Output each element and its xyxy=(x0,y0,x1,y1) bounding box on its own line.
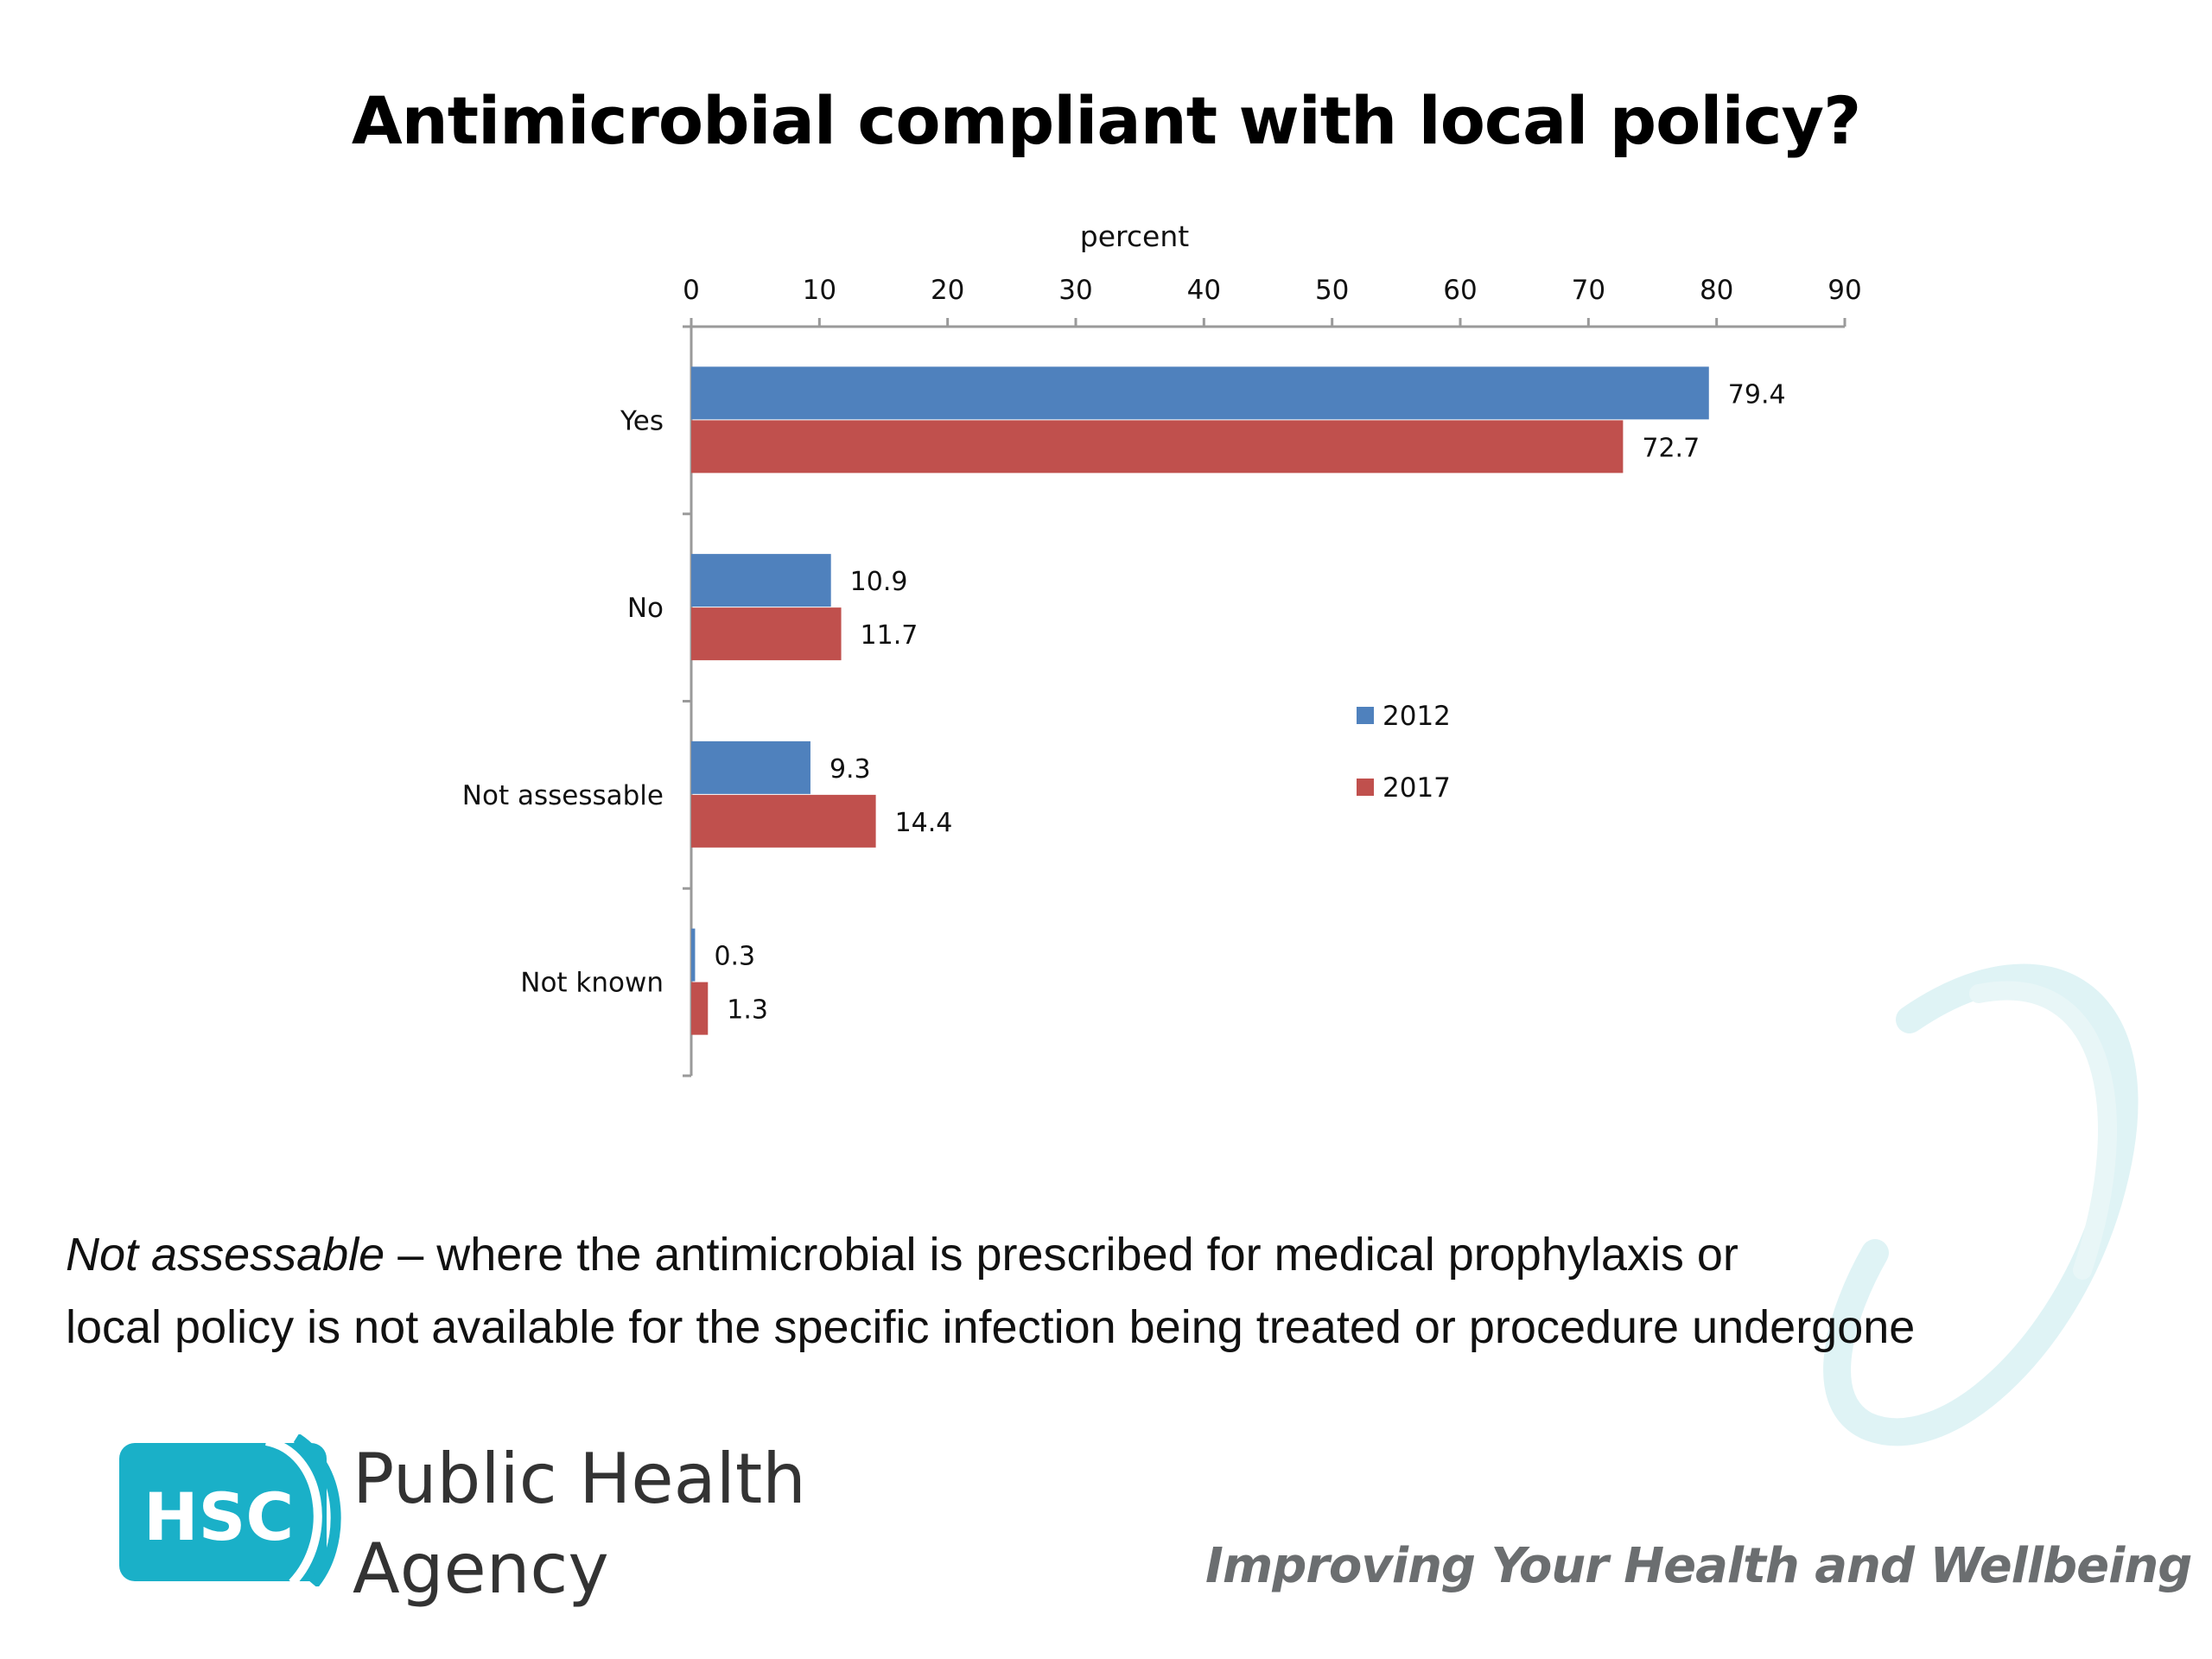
x-tick-label: 50 xyxy=(1315,275,1349,306)
category-label: No xyxy=(627,593,664,624)
hsc-logo-swoosh-outer xyxy=(293,1434,341,1586)
x-tick-label: 40 xyxy=(1187,275,1221,306)
x-tick-label: 10 xyxy=(803,275,836,306)
bar-2012 xyxy=(691,928,696,982)
x-axis-label: percent xyxy=(1080,219,1189,253)
org-name-line1: Public Health xyxy=(353,1439,806,1519)
hsc-logo-text: HSC xyxy=(143,1478,294,1555)
chart-title: Antimicrobial compliant with local polic… xyxy=(351,82,1861,159)
data-label: 9.3 xyxy=(830,754,871,785)
category-labels: Yes No Not assessable Not known xyxy=(462,405,664,998)
category-label: Not known xyxy=(520,968,664,999)
footnote-term: Not assessable xyxy=(66,1229,385,1281)
data-labels: 79.4 72.7 10.9 11.7 9.3 14.4 0.3 1.3 xyxy=(714,379,1785,1025)
category-label: Not assessable xyxy=(462,780,664,811)
bar-2017 xyxy=(691,607,842,661)
bar-2012 xyxy=(691,366,1709,420)
category-label: Yes xyxy=(620,405,664,436)
data-label: 79.4 xyxy=(1728,379,1786,410)
tagline: Improving Your Health and Wellbeing xyxy=(1205,1538,2192,1594)
data-label: 0.3 xyxy=(714,942,755,972)
bars xyxy=(691,366,1709,1035)
data-label: 10.9 xyxy=(850,567,908,597)
bar-2012 xyxy=(691,554,831,607)
legend-label: 2012 xyxy=(1382,701,1451,732)
hsc-logo-badge xyxy=(119,1443,327,1581)
bar-2017 xyxy=(691,794,876,848)
x-ticks: 0 10 20 30 40 50 60 70 80 90 xyxy=(683,275,1862,1077)
data-label: 72.7 xyxy=(1642,433,1700,463)
org-name-line2: Agency xyxy=(353,1529,609,1609)
footnote-line2: local policy is not available for the sp… xyxy=(66,1301,1916,1353)
x-tick-label: 80 xyxy=(1700,275,1733,306)
organisation-name: Public Health Agency xyxy=(353,1434,806,1614)
x-tick-label: 60 xyxy=(1443,275,1477,306)
bar-2012 xyxy=(691,741,810,794)
hsc-logo-swoosh xyxy=(264,1437,322,1586)
x-tick-label: 0 xyxy=(683,275,700,306)
bar-2017 xyxy=(691,420,1624,474)
data-label: 1.3 xyxy=(727,995,768,1026)
decorative-swoosh xyxy=(1823,963,2139,1446)
footnote-line1: – where the antimicrobial is prescribed … xyxy=(385,1229,1738,1281)
legend-swatch xyxy=(1357,707,1374,724)
data-label: 14.4 xyxy=(895,808,953,838)
legend-label: 2017 xyxy=(1382,772,1451,804)
legend-swatch xyxy=(1357,779,1374,796)
legend: 2012 2017 xyxy=(1357,701,1451,804)
x-tick-label: 70 xyxy=(1572,275,1605,306)
x-tick-label: 30 xyxy=(1058,275,1092,306)
data-label: 11.7 xyxy=(861,620,918,651)
bar-chart: percent 0 10 20 30 40 50 60 70 80 90 Yes No Not ass… xyxy=(462,219,1862,1077)
x-tick-label: 20 xyxy=(931,275,964,306)
x-tick-label: 90 xyxy=(1827,275,1861,306)
hsc-logo: HSC xyxy=(119,1434,341,1586)
footnote: Not assessable – where the antimicrobial… xyxy=(66,1218,2139,1363)
bar-2017 xyxy=(691,982,709,1035)
